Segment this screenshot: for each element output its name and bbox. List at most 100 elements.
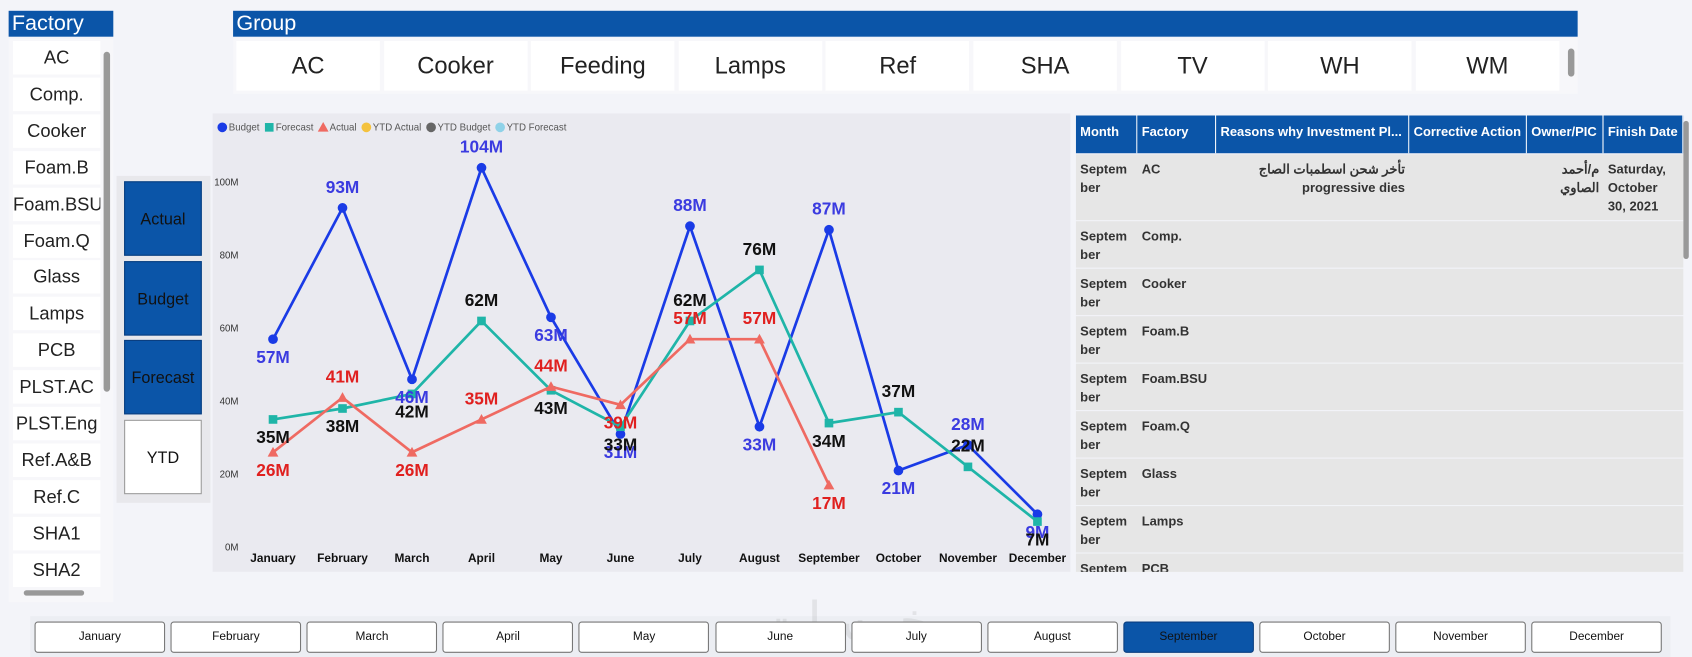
marker <box>684 333 696 344</box>
factory-item[interactable]: Ref.A&B <box>12 443 101 477</box>
table-cell: September <box>1080 418 1127 453</box>
y-tick-label: 40M <box>220 396 239 407</box>
measure-button[interactable]: Actual <box>124 181 202 256</box>
table-cell: September <box>1080 228 1127 263</box>
month-button[interactable]: January <box>34 621 166 653</box>
month-button[interactable]: February <box>170 621 302 653</box>
x-tick-label: March <box>395 551 430 565</box>
y-tick-label: 60M <box>220 323 239 334</box>
data-label: 93M <box>326 177 360 197</box>
marker <box>407 374 417 385</box>
measure-button[interactable]: Forecast <box>124 339 202 415</box>
factory-item[interactable]: SHA2 <box>12 553 101 587</box>
group-item[interactable]: WH <box>1268 41 1412 91</box>
month-button[interactable]: March <box>306 621 438 653</box>
month-button[interactable]: April <box>442 621 574 653</box>
group-item[interactable]: Cooker <box>383 41 528 91</box>
x-tick-label: May <box>539 551 562 565</box>
table-cell: Glass <box>1141 466 1177 482</box>
factory-item[interactable]: Foam.B <box>12 150 101 185</box>
data-label: 62M <box>465 290 499 310</box>
table-cell: September <box>1080 466 1127 500</box>
factory-item[interactable]: Cooker <box>12 114 101 148</box>
group-item[interactable]: Lamps <box>678 41 823 91</box>
factory-item[interactable]: Foam.BSU <box>12 187 101 221</box>
data-label: 26M <box>256 460 290 480</box>
group-item[interactable]: Feeding <box>531 41 675 91</box>
table-cell: September <box>1080 513 1127 548</box>
group-item[interactable]: AC <box>236 41 380 91</box>
month-button[interactable]: July <box>850 621 982 653</box>
month-button[interactable]: August <box>987 621 1118 653</box>
data-label: 39M <box>604 413 638 433</box>
month-button[interactable]: December <box>1531 621 1662 653</box>
table-cell: September <box>1080 161 1127 196</box>
marker <box>685 316 695 326</box>
month-button[interactable]: October <box>1259 621 1390 653</box>
table-cell: Foam.B <box>1141 323 1190 339</box>
x-tick-label: November <box>939 551 997 565</box>
marker <box>754 333 765 344</box>
group-item[interactable]: SHA <box>973 41 1117 91</box>
measure-button[interactable]: Budget <box>124 260 202 336</box>
factory-item[interactable]: SHA1 <box>12 516 101 551</box>
table-row <box>1075 506 1684 553</box>
table-row <box>1075 363 1684 411</box>
data-label: 37M <box>882 381 916 401</box>
factory-item[interactable]: PLST.AC <box>12 370 101 404</box>
x-tick-label: September <box>798 551 860 565</box>
marker <box>824 224 834 235</box>
table-row <box>1075 411 1684 458</box>
x-tick-label: December <box>1009 551 1067 565</box>
data-label: 31M <box>604 442 638 462</box>
line-chart: 0M 20M 40M 60M 80M 100M January February March Ap… <box>212 113 1071 572</box>
data-label: 63M <box>534 325 568 345</box>
factory-item[interactable]: AC <box>12 41 101 75</box>
data-label: 35M <box>465 388 499 408</box>
factory-item[interactable]: Ref.C <box>12 479 101 514</box>
marker <box>1032 509 1043 520</box>
table-row <box>1075 458 1684 506</box>
legend-marker <box>426 122 436 133</box>
x-tick-label: July <box>678 551 702 565</box>
group-item[interactable]: Ref <box>825 41 970 91</box>
marker <box>894 407 903 417</box>
data-label: 35M <box>256 427 290 447</box>
scrollbar[interactable] <box>103 51 111 392</box>
factory-item[interactable]: Lamps <box>12 297 101 331</box>
scrollbar[interactable] <box>1567 48 1575 77</box>
table-header: Finish Date <box>1603 115 1684 154</box>
table-header: Corrective Action <box>1409 115 1527 154</box>
table-header: Reasons why Investment Pl... <box>1216 115 1410 154</box>
group-item[interactable]: WM <box>1415 41 1560 91</box>
month-button[interactable]: June <box>714 621 846 653</box>
factory-item[interactable]: Glass <box>12 260 101 294</box>
factory-item[interactable]: PCB <box>12 333 101 368</box>
marker <box>337 392 348 402</box>
data-label: 9M <box>1025 522 1049 542</box>
legend-marker <box>361 122 372 133</box>
factory-item[interactable]: Comp. <box>12 77 101 112</box>
marker <box>546 312 556 323</box>
month-button[interactable]: September <box>1123 621 1254 653</box>
group-slicer-title: Group <box>233 10 1578 37</box>
table-cell: Comp. <box>1141 228 1182 244</box>
factory-item[interactable]: Foam.Q <box>12 223 101 258</box>
group-item[interactable]: TV <box>1120 41 1265 91</box>
measure-button[interactable]: YTD <box>124 419 202 494</box>
scrollbar[interactable] <box>23 590 85 596</box>
table-cell: Lamps <box>1141 513 1184 529</box>
marker <box>545 381 557 391</box>
legend-label: YTD Forecast <box>507 123 567 134</box>
marker <box>268 334 278 345</box>
factory-item[interactable]: PLST.Eng <box>12 406 101 441</box>
marker <box>407 389 417 399</box>
legend-label: Actual <box>330 123 357 134</box>
data-label: 33M <box>604 434 638 454</box>
marker <box>476 162 487 173</box>
scrollbar[interactable] <box>1683 120 1689 259</box>
month-button[interactable]: May <box>578 621 710 653</box>
table-header: Month <box>1075 115 1138 154</box>
marker <box>963 462 973 472</box>
month-button[interactable]: November <box>1395 621 1526 653</box>
